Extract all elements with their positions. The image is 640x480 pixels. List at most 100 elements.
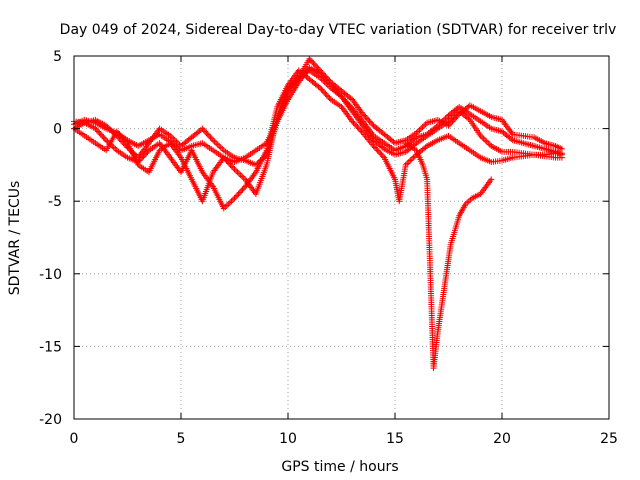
data-point-track-d (377, 150, 384, 157)
data-point-track-c (480, 135, 487, 142)
data-point-track-c (239, 173, 246, 180)
plot-frame (73, 55, 610, 420)
axis-ticks: 0 5 10 15 20 25 5 0 -5 -10 -15 -20 (39, 49, 618, 447)
y-tick-label: 0 (53, 122, 62, 138)
x-tick-label: 0 (70, 431, 79, 447)
data-point-track-a (306, 55, 313, 62)
data-point-track-d (410, 154, 417, 161)
data-point-track-d (95, 128, 102, 135)
data-point-track-d (317, 84, 324, 91)
data-point-track-c (227, 161, 234, 168)
data-point-track-d (323, 92, 330, 99)
data-point-track-d (407, 157, 414, 164)
chart-title: Day 049 of 2024, Sidereal Day-to-day VTE… (60, 22, 617, 38)
data-point-track-d (353, 122, 360, 129)
data-point-track-d (143, 150, 150, 157)
data-point-track-a (313, 63, 320, 70)
data-point-track-b (443, 113, 450, 120)
data-point-track-d (325, 93, 332, 100)
data-point-track-d (354, 124, 361, 131)
data-point-track-d (373, 145, 380, 152)
data-point-track-d (358, 128, 365, 135)
data-point-track-a (314, 64, 321, 71)
data-point-track-a (421, 122, 428, 129)
data-point-track-b (213, 140, 220, 147)
data-point-track-d (225, 201, 232, 208)
x-tick-label: 5 (177, 431, 186, 447)
data-point-track-c (113, 128, 120, 135)
y-tick-label: -5 (48, 194, 62, 210)
data-point-track-c (116, 131, 123, 138)
data-point-track-a (367, 119, 374, 126)
data-point-track-c (121, 137, 128, 144)
data-point-track-a (365, 116, 372, 123)
data-point-track-b (202, 128, 209, 135)
data-point-track-d (112, 145, 119, 152)
data-point-track-c (482, 137, 489, 144)
data-point-track-b (210, 137, 217, 144)
data-point-track-d (234, 192, 241, 199)
x-axis-label: GPS time / hours (281, 459, 398, 475)
data-point-track-d (322, 90, 329, 97)
data-point-track-c (220, 154, 227, 161)
y-tick-label: -10 (39, 267, 62, 283)
data-point-track-d (558, 150, 565, 157)
data-point-track-d (239, 186, 246, 193)
data-point-track-d (370, 143, 377, 150)
data-point-track-c (231, 166, 238, 173)
y-tick-label: -20 (39, 412, 62, 428)
data-point-track-d (97, 131, 104, 138)
data-point-track-d (405, 158, 412, 165)
data-point-track-d (379, 153, 386, 160)
data-point-track-d (137, 156, 144, 163)
data-point-track-d (229, 196, 236, 203)
data-point-track-d (141, 151, 148, 158)
data-point-track-b (208, 135, 215, 142)
data-point-track-a (310, 60, 317, 67)
data-point-track-c (228, 163, 235, 170)
data-point-track-b (211, 138, 218, 145)
data-point-track-d (93, 127, 100, 134)
data-point-track-d (235, 190, 242, 197)
y-tick-label: 5 (53, 49, 62, 65)
data-point-track-d (378, 151, 385, 158)
data-point-track-a (363, 115, 370, 122)
data-point-track-a (361, 112, 368, 119)
data-point-track-b (217, 144, 224, 151)
data-point-track-a (419, 124, 426, 131)
data-point-track-c (117, 132, 124, 139)
y-tick-label: -15 (39, 339, 62, 355)
data-point-track-e (488, 176, 495, 183)
data-point-track-d (226, 199, 233, 206)
data-point-track-c (483, 138, 490, 145)
data-point-track-c (226, 160, 233, 167)
grid-lines (74, 56, 609, 419)
data-point-track-d (371, 144, 378, 151)
data-point-track-a (366, 118, 373, 125)
data-point-track-d (321, 89, 328, 96)
data-point-track-c (120, 135, 127, 142)
data-point-track-d (139, 154, 146, 161)
data-point-track-b (216, 143, 223, 150)
data-point-track-b (214, 141, 221, 148)
data-point-track-c (236, 170, 243, 177)
data-point-track-b (206, 132, 213, 139)
data-point-track-d (318, 86, 325, 93)
data-point-track-b (207, 134, 214, 141)
data-point-track-c (240, 174, 247, 181)
data-point-track-d (240, 185, 247, 192)
x-tick-label: 25 (600, 431, 618, 447)
data-point-track-d (135, 158, 142, 165)
data-point-track-b (171, 137, 178, 144)
data-point-track-d (326, 95, 333, 102)
data-point-track-a (416, 127, 423, 134)
data-point-track-d (374, 147, 381, 154)
x-tick-label: 10 (279, 431, 297, 447)
data-point-track-d (144, 148, 151, 155)
data-point-track-c (233, 167, 240, 174)
data-point-track-d (236, 189, 243, 196)
data-point-track-b (203, 129, 210, 136)
data-point-track-d (319, 87, 326, 94)
data-point-track-d (350, 119, 357, 126)
